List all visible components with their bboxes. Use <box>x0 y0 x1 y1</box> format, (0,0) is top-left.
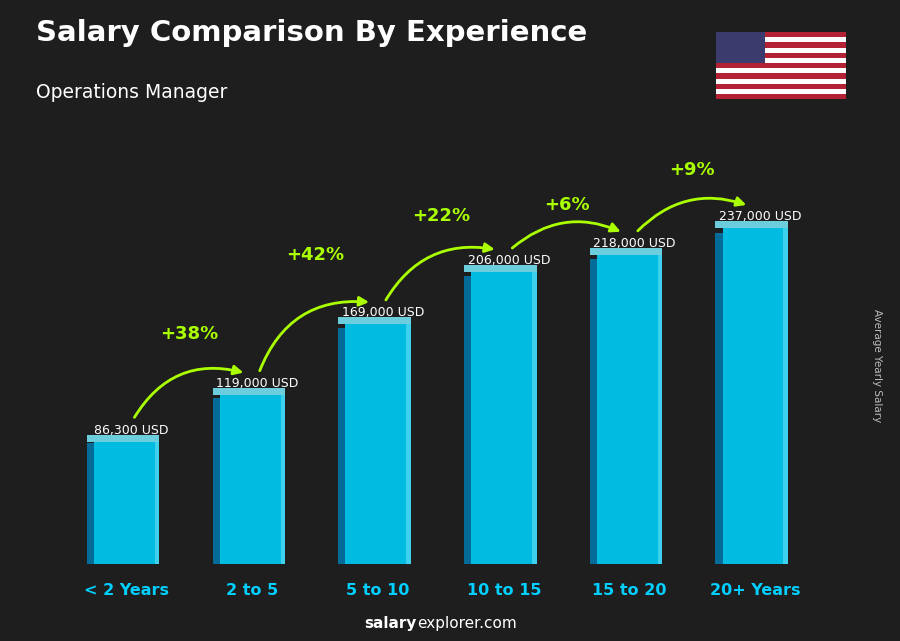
Text: Salary Comparison By Experience: Salary Comparison By Experience <box>36 19 587 47</box>
Text: +42%: +42% <box>286 246 345 263</box>
Bar <box>406 324 410 564</box>
Bar <box>590 260 597 564</box>
Bar <box>212 388 285 395</box>
Text: 86,300 USD: 86,300 USD <box>94 424 169 437</box>
Bar <box>86 444 94 564</box>
Bar <box>86 435 159 442</box>
Text: salary: salary <box>364 617 417 631</box>
Text: 237,000 USD: 237,000 USD <box>719 210 802 223</box>
Bar <box>716 221 788 228</box>
Bar <box>716 32 765 63</box>
Bar <box>338 317 410 324</box>
Text: Operations Manager: Operations Manager <box>36 83 228 103</box>
Bar <box>464 276 472 564</box>
Bar <box>716 58 846 63</box>
Bar <box>590 248 662 254</box>
Text: +9%: +9% <box>670 161 716 179</box>
Bar <box>716 53 846 58</box>
Text: explorer.com: explorer.com <box>417 617 517 631</box>
Bar <box>346 324 410 564</box>
Bar <box>716 89 846 94</box>
Bar <box>716 94 846 99</box>
Bar <box>658 254 662 564</box>
Text: 206,000 USD: 206,000 USD <box>468 254 550 267</box>
Text: 119,000 USD: 119,000 USD <box>216 378 299 390</box>
Bar <box>723 228 788 564</box>
Bar <box>716 79 846 84</box>
Bar <box>716 74 846 79</box>
Bar <box>716 42 846 47</box>
Text: +38%: +38% <box>160 324 219 342</box>
Bar <box>532 272 536 564</box>
Bar <box>716 32 846 37</box>
Bar <box>281 395 285 564</box>
Bar <box>94 442 159 564</box>
Bar <box>155 442 159 564</box>
Text: Average Yearly Salary: Average Yearly Salary <box>872 309 883 422</box>
Bar <box>716 233 723 564</box>
Bar <box>338 328 346 564</box>
Bar <box>716 84 846 89</box>
Bar <box>464 265 536 272</box>
Bar <box>716 37 846 42</box>
Bar <box>716 47 846 53</box>
Bar <box>716 63 846 69</box>
Bar <box>597 254 662 564</box>
Text: 218,000 USD: 218,000 USD <box>593 237 676 250</box>
Bar <box>716 69 846 74</box>
Bar <box>212 397 220 564</box>
Bar <box>220 395 285 564</box>
Bar <box>783 228 788 564</box>
Text: +6%: +6% <box>544 196 590 214</box>
Text: +22%: +22% <box>412 207 470 225</box>
Text: 169,000 USD: 169,000 USD <box>342 306 425 319</box>
Bar <box>472 272 536 564</box>
